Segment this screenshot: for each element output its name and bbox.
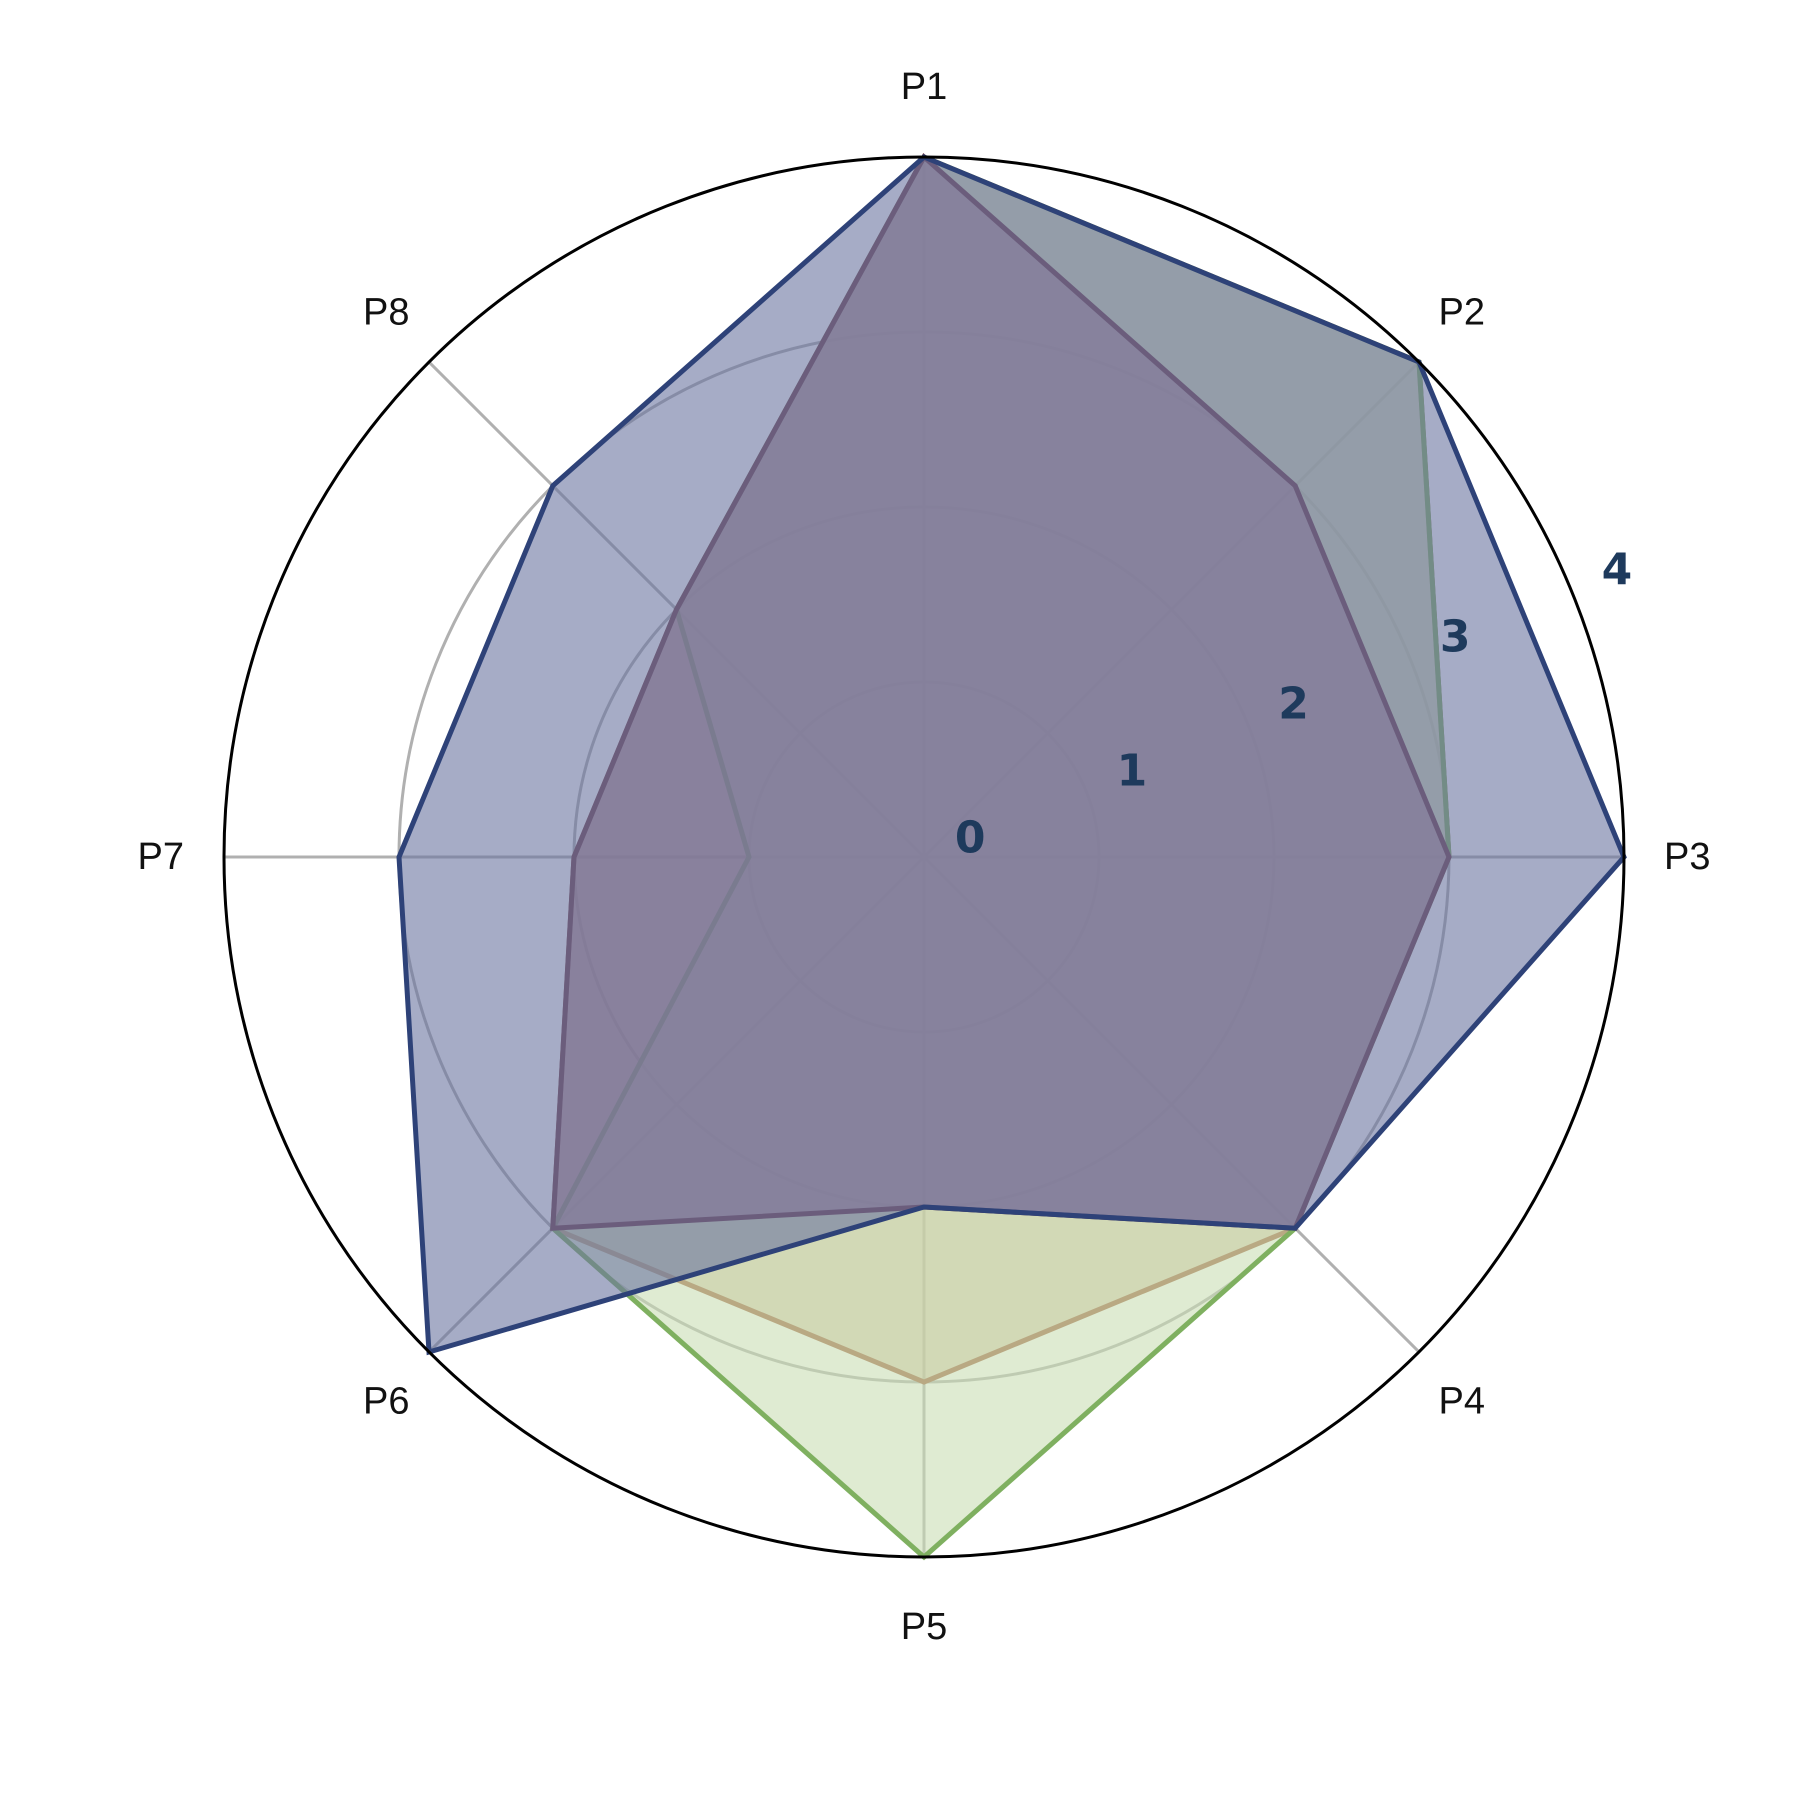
axis-label-P6: P6 (363, 1381, 409, 1423)
axis-label-P2: P2 (1439, 292, 1485, 334)
series-layer (396, 153, 1627, 1561)
series-4-polygon (396, 154, 1627, 1356)
tick-label-4: 4 (1602, 545, 1633, 596)
outer-ring-layer (222, 155, 1626, 1559)
axis-label-P1: P1 (901, 66, 947, 108)
axis-label-P8: P8 (363, 292, 409, 334)
axis-label-P4: P4 (1439, 1381, 1485, 1423)
axis-label-P3: P3 (1664, 836, 1710, 878)
axis-label-P5: P5 (901, 1606, 947, 1648)
axis-label-P7: P7 (138, 836, 184, 878)
tick-label-3: 3 (1440, 612, 1471, 663)
tick-label-2: 2 (1278, 678, 1309, 729)
outer-ring (222, 155, 1626, 1559)
tick-label-0: 0 (955, 812, 986, 863)
tick-label-layer: 0 1 2 3 4 (955, 545, 1632, 864)
tick-label-1: 1 (1117, 745, 1148, 796)
axis-label-layer: P1 P2 P3 P4 P5 P6 P7 P8 (138, 66, 1711, 1648)
